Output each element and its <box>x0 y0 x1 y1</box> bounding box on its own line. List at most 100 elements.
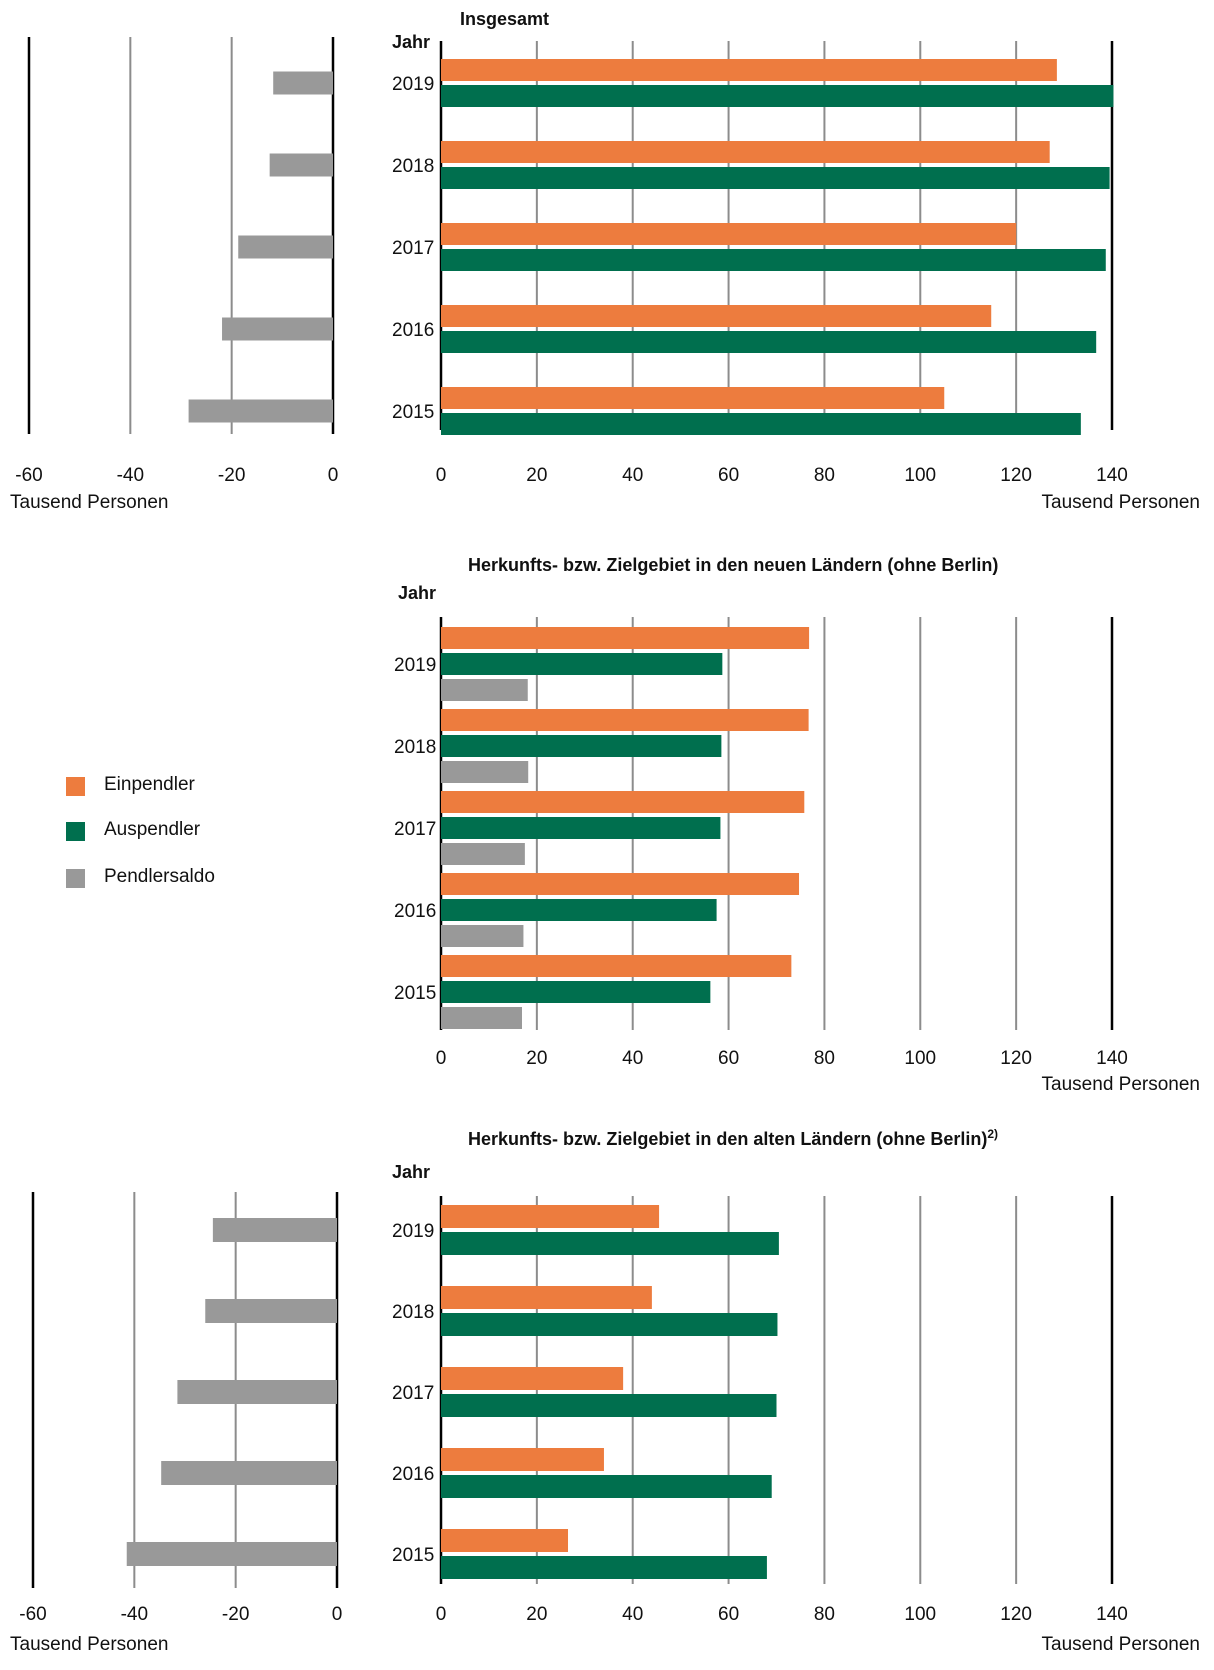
bar-auspendler-2015 <box>441 981 711 1003</box>
year-label: 2016 <box>392 320 434 341</box>
x-tick-label: 100 <box>904 1604 936 1625</box>
bar-auspendler-2016 <box>441 899 717 921</box>
bar-pendlersaldo-2015 <box>441 1007 522 1029</box>
x-tick-label: 140 <box>1096 1604 1128 1625</box>
x-axis-unit-label: Tausend Personen <box>1042 1634 1200 1655</box>
bar-auspendler-2018 <box>441 167 1110 189</box>
bar-einpendler-2017 <box>441 1367 624 1390</box>
bar-pendlersaldo-2016 <box>222 317 333 341</box>
bar-pendlersaldo-2018 <box>441 761 529 783</box>
x-tick-label: 80 <box>814 1048 835 1069</box>
bar-einpendler-2019 <box>441 1205 660 1228</box>
x-tick-label: 0 <box>436 1604 447 1625</box>
x-tick-label: 100 <box>904 1048 936 1069</box>
side-x-tick-label: 0 <box>332 1604 343 1625</box>
year-label: 2018 <box>394 737 436 758</box>
x-tick-label: 0 <box>436 465 447 486</box>
bar-auspendler-2019 <box>441 1232 779 1255</box>
x-tick-label: 80 <box>814 465 835 486</box>
y-axis-title: Jahr <box>392 1162 430 1182</box>
x-tick-label: 40 <box>622 465 643 486</box>
bar-pendlersaldo-2019 <box>273 71 333 95</box>
bar-pendlersaldo-2018 <box>205 1299 337 1323</box>
chart-title-superscript: 2) <box>987 1127 998 1141</box>
x-tick-label: 120 <box>1000 1604 1032 1625</box>
year-label: 2017 <box>392 238 434 259</box>
x-tick-label: 120 <box>1000 465 1032 486</box>
side-x-tick-label: 0 <box>328 465 339 486</box>
x-tick-label: 60 <box>718 1604 739 1625</box>
bar-auspendler-2019 <box>441 85 1114 107</box>
year-label: 2018 <box>392 1302 434 1323</box>
legend-swatch-auspendler <box>66 822 85 841</box>
side-x-axis-unit-label: Tausend Personen <box>10 1634 168 1655</box>
bar-einpendler-2019 <box>441 627 810 649</box>
x-tick-label: 100 <box>904 465 936 486</box>
bar-einpendler-2015 <box>441 955 792 977</box>
bar-einpendler-2018 <box>441 709 809 731</box>
bar-pendlersaldo-2017 <box>238 235 333 259</box>
bar-pendlersaldo-2015 <box>126 1542 337 1566</box>
x-tick-label: 120 <box>1000 1048 1032 1069</box>
x-tick-label: 140 <box>1096 465 1128 486</box>
x-tick-label: 0 <box>436 1048 447 1069</box>
side-x-tick-label: -20 <box>222 1604 249 1625</box>
legend-swatch-pendlersaldo <box>66 869 85 888</box>
x-tick-label: 20 <box>526 465 547 486</box>
legend-label-pendlersaldo: Pendlersaldo <box>104 866 215 887</box>
bar-pendlersaldo-2018 <box>269 153 333 177</box>
bar-pendlersaldo-2017 <box>441 843 525 865</box>
chart-title: Herkunfts- bzw. Zielgebiet in den alten … <box>468 1127 998 1149</box>
year-label: 2016 <box>392 1464 434 1485</box>
year-label: 2015 <box>394 983 436 1004</box>
year-label: 2016 <box>394 901 436 922</box>
year-label: 2015 <box>392 402 434 423</box>
legend-label-einpendler: Einpendler <box>104 774 195 795</box>
bar-pendlersaldo-2019 <box>441 679 528 701</box>
bar-auspendler-2018 <box>441 735 722 757</box>
x-tick-label: 60 <box>718 465 739 486</box>
x-tick-label: 140 <box>1096 1048 1128 1069</box>
bar-auspendler-2017 <box>441 249 1106 271</box>
bar-auspendler-2017 <box>441 817 721 839</box>
year-label: 2015 <box>392 1545 434 1566</box>
side-x-tick-label: -60 <box>19 1604 46 1625</box>
bar-einpendler-2017 <box>441 791 805 813</box>
x-tick-label: 20 <box>526 1604 547 1625</box>
year-label: 2018 <box>392 156 434 177</box>
x-tick-label: 60 <box>718 1048 739 1069</box>
bar-auspendler-2018 <box>441 1313 778 1336</box>
bar-einpendler-2018 <box>441 1286 652 1309</box>
bar-pendlersaldo-2019 <box>212 1218 337 1242</box>
chart-title: Herkunfts- bzw. Zielgebiet in den neuen … <box>468 555 998 575</box>
x-tick-label: 40 <box>622 1604 643 1625</box>
bar-einpendler-2016 <box>441 1448 604 1471</box>
y-axis-title: Jahr <box>398 583 436 603</box>
year-label: 2019 <box>394 655 436 676</box>
legend-item-auspendler: Auspendler <box>66 819 286 843</box>
side-x-tick-label: -60 <box>15 465 42 486</box>
x-axis-unit-label: Tausend Personen <box>1042 492 1200 513</box>
x-axis-unit-label: Tausend Personen <box>1042 1074 1200 1095</box>
bar-pendlersaldo-2016 <box>161 1461 337 1485</box>
bar-einpendler-2016 <box>441 873 800 895</box>
bar-einpendler-2017 <box>441 223 1017 245</box>
side-x-tick-label: -40 <box>121 1604 148 1625</box>
year-label: 2017 <box>392 1383 434 1404</box>
bar-einpendler-2018 <box>441 141 1050 163</box>
side-x-tick-label: -20 <box>218 465 245 486</box>
y-axis-title: Jahr <box>392 32 430 52</box>
x-tick-label: 80 <box>814 1604 835 1625</box>
bar-pendlersaldo-2016 <box>441 925 524 947</box>
chart-title: Insgesamt <box>460 9 549 29</box>
legend-item-einpendler: Einpendler <box>66 774 286 798</box>
bar-einpendler-2015 <box>441 387 945 409</box>
bar-auspendler-2016 <box>441 331 1097 353</box>
bar-auspendler-2015 <box>441 1556 767 1579</box>
bar-einpendler-2019 <box>441 59 1057 81</box>
year-label: 2019 <box>392 74 434 95</box>
bar-einpendler-2015 <box>441 1529 569 1552</box>
bar-auspendler-2015 <box>441 413 1081 435</box>
